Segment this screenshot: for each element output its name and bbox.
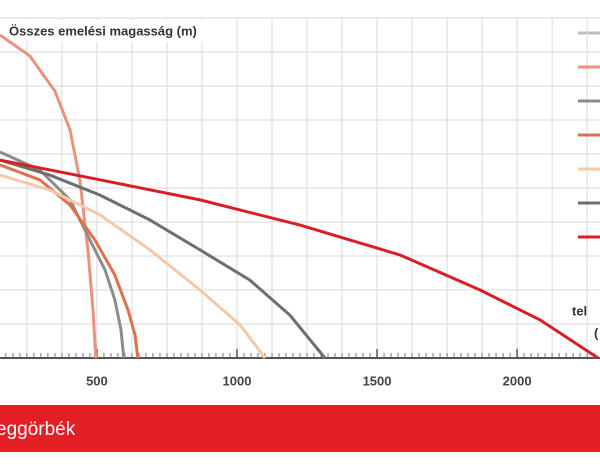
x-tick-label: 1000 (223, 373, 252, 388)
banner-title: eggörbék (0, 419, 76, 440)
x-axis-label: ( (594, 325, 599, 340)
x-tick-label: 1500 (363, 373, 392, 388)
series-line (0, 173, 267, 359)
banner-bar (0, 405, 600, 452)
x-tick-label: 500 (86, 373, 108, 388)
series-line (0, 158, 599, 360)
y-axis-label: Összes emelési magasság (m) (9, 23, 197, 38)
series-line (0, 158, 327, 359)
series-line (0, 33, 98, 359)
ylabel-bg (4, 20, 226, 42)
x-axis-label: tel (572, 303, 587, 318)
series-line (0, 163, 140, 359)
x-tick-label: 2000 (503, 373, 532, 388)
